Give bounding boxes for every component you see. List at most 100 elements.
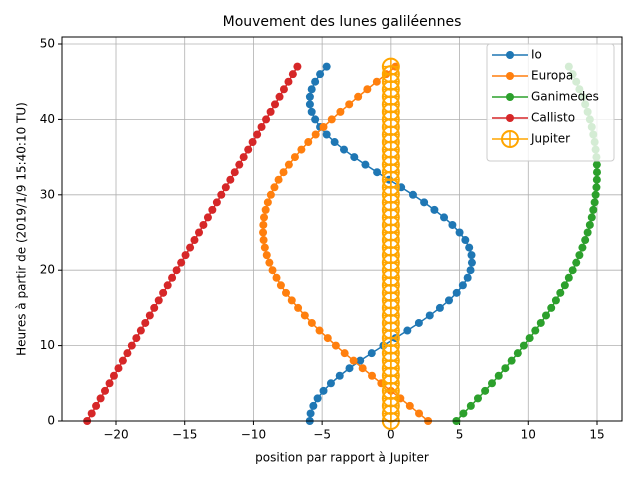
marker: [415, 409, 424, 418]
marker: [221, 183, 230, 192]
marker: [349, 356, 358, 365]
marker: [163, 281, 172, 290]
marker: [513, 349, 522, 358]
marker: [259, 220, 268, 229]
marker: [414, 318, 423, 327]
marker: [506, 93, 514, 101]
marker: [244, 145, 253, 154]
marker: [284, 160, 293, 169]
marker: [217, 190, 226, 199]
marker: [118, 356, 127, 365]
marker: [315, 326, 324, 335]
marker: [293, 62, 302, 71]
marker: [323, 334, 332, 343]
marker: [203, 213, 212, 222]
x-tick-label: −10: [241, 428, 266, 442]
marker: [311, 130, 320, 139]
x-tick-label: −5: [313, 428, 331, 442]
marker: [581, 236, 590, 245]
marker: [199, 220, 208, 229]
marker: [159, 288, 168, 297]
marker: [154, 296, 163, 305]
marker: [87, 409, 96, 418]
marker: [551, 296, 560, 305]
marker: [287, 296, 296, 305]
marker: [307, 85, 316, 94]
marker: [356, 356, 365, 365]
marker: [253, 130, 262, 139]
x-tick-label: −20: [103, 428, 128, 442]
marker: [560, 281, 569, 290]
legend-label: Callisto: [531, 111, 575, 125]
marker: [141, 318, 150, 327]
marker: [276, 281, 285, 290]
marker: [319, 386, 328, 395]
marker: [501, 364, 510, 373]
legend-frame: [486, 43, 615, 162]
marker: [311, 77, 320, 86]
marker: [305, 92, 314, 101]
marker: [455, 228, 464, 237]
marker: [114, 364, 123, 373]
marker: [340, 349, 349, 358]
marker: [261, 205, 270, 214]
marker: [96, 394, 105, 403]
marker: [322, 62, 331, 71]
marker: [208, 205, 217, 214]
marker: [266, 107, 275, 116]
marker: [266, 190, 275, 199]
marker: [589, 205, 598, 214]
marker: [132, 334, 141, 343]
marker: [481, 386, 490, 395]
marker: [330, 138, 339, 147]
marker: [547, 303, 556, 312]
marker: [297, 145, 306, 154]
marker: [568, 266, 577, 275]
marker: [305, 100, 314, 109]
marker: [556, 288, 565, 297]
marker: [270, 183, 279, 192]
marker: [372, 77, 381, 86]
marker: [105, 379, 114, 388]
marker: [331, 341, 340, 350]
chart-title: Mouvement des lunes galiléennes: [223, 14, 462, 30]
legend: Io Europa Ganimedes Callisto Jupiter: [486, 43, 615, 162]
marker: [168, 273, 177, 282]
marker: [177, 258, 186, 267]
marker: [345, 100, 354, 109]
x-tick-label: 15: [589, 428, 604, 442]
marker: [336, 107, 345, 116]
marker: [587, 213, 596, 222]
marker: [592, 168, 601, 177]
marker: [525, 334, 534, 343]
marker: [435, 303, 444, 312]
marker: [585, 220, 594, 229]
marker: [373, 168, 382, 177]
y-tick-label: 30: [40, 187, 55, 201]
marker: [279, 168, 288, 177]
marker: [507, 356, 516, 365]
legend-label: Jupiter: [530, 132, 570, 146]
marker: [326, 379, 335, 388]
marker: [306, 409, 315, 418]
marker: [506, 114, 514, 122]
marker: [181, 251, 190, 260]
marker: [591, 190, 600, 199]
marker: [92, 401, 101, 410]
marker: [313, 394, 322, 403]
marker: [322, 130, 331, 139]
marker: [408, 190, 417, 199]
marker: [288, 70, 297, 79]
y-tick-label: 0: [47, 414, 55, 428]
y-axis-label: Heures à partir de (2019/1/9 15:40:10 TU…: [15, 102, 29, 356]
series: [381, 57, 400, 430]
marker: [564, 273, 573, 282]
marker: [268, 266, 277, 275]
marker: [248, 138, 257, 147]
marker: [461, 236, 470, 245]
marker: [430, 205, 439, 214]
marker: [260, 213, 269, 222]
marker: [592, 160, 601, 169]
marker: [466, 401, 475, 410]
